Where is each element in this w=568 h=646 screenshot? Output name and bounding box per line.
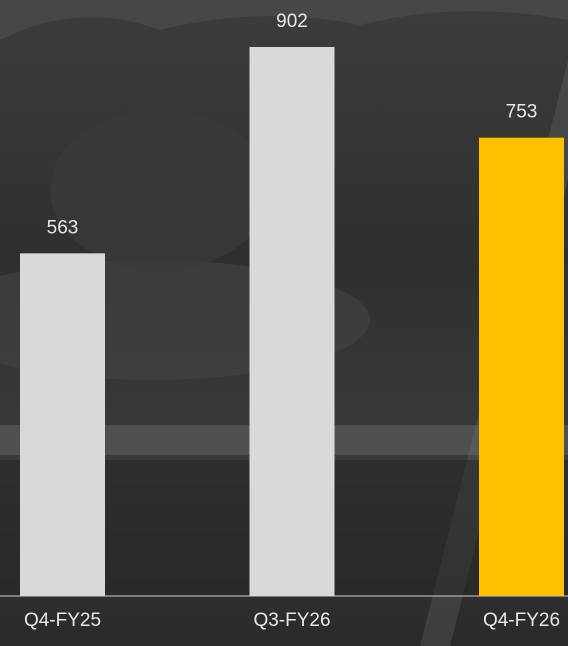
bar bbox=[20, 253, 105, 596]
x-tick-label: Q3-FY26 bbox=[253, 610, 330, 631]
x-tick-label: Q4-FY25 bbox=[24, 610, 101, 631]
x-tick-label: Q4-FY26 bbox=[483, 610, 560, 631]
bar bbox=[479, 137, 564, 596]
value-label: 753 bbox=[506, 102, 538, 123]
value-label: 902 bbox=[276, 11, 308, 32]
value-label: 563 bbox=[47, 217, 79, 238]
bar bbox=[249, 47, 335, 596]
